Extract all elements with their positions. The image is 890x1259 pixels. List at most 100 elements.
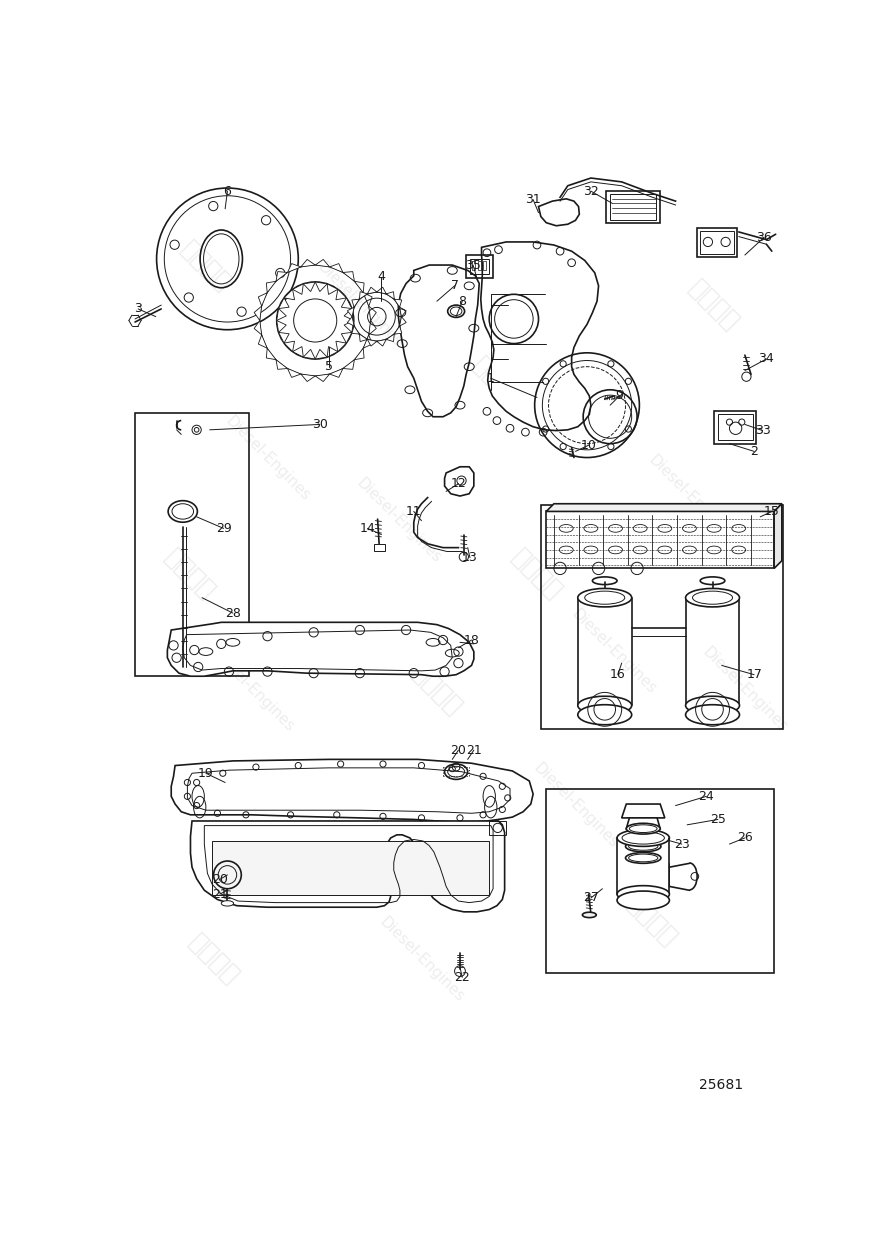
Text: 19: 19 (198, 767, 214, 779)
Polygon shape (368, 340, 376, 346)
Text: 28: 28 (225, 607, 241, 619)
Polygon shape (167, 622, 473, 676)
Polygon shape (368, 321, 376, 335)
Polygon shape (363, 293, 372, 306)
Polygon shape (352, 300, 360, 307)
Bar (374, 544, 385, 551)
Text: 4: 4 (377, 271, 385, 283)
Polygon shape (171, 759, 533, 822)
Bar (541, 505, 783, 729)
Text: 26: 26 (737, 831, 753, 845)
Polygon shape (360, 292, 368, 300)
Text: 紫发动力: 紫发动力 (408, 661, 466, 720)
Text: 18: 18 (464, 633, 480, 647)
Text: 7: 7 (450, 279, 458, 292)
Text: 33: 33 (755, 424, 771, 437)
Polygon shape (255, 306, 262, 321)
Polygon shape (352, 326, 360, 334)
Text: 31: 31 (525, 193, 541, 206)
Text: 17: 17 (746, 669, 762, 681)
Polygon shape (627, 818, 660, 828)
Text: 11: 11 (406, 505, 422, 517)
Bar (718, 414, 753, 439)
Polygon shape (376, 340, 386, 346)
Ellipse shape (685, 696, 740, 715)
Text: 30: 30 (312, 418, 328, 431)
Polygon shape (394, 300, 401, 307)
Text: 紫发动力: 紫发动力 (161, 545, 220, 604)
Text: Diesel-Engines: Diesel-Engines (376, 914, 466, 1005)
Polygon shape (386, 292, 394, 300)
Text: 紫发动力: 紫发动力 (315, 815, 374, 874)
Ellipse shape (685, 705, 740, 725)
Text: 16: 16 (610, 669, 626, 681)
Text: Diesel-Engines: Diesel-Engines (700, 645, 790, 735)
Bar (700, 232, 734, 254)
Text: 紫发动力: 紫发动力 (684, 276, 744, 335)
Text: Diesel-Engines: Diesel-Engines (353, 476, 444, 567)
Polygon shape (341, 298, 352, 308)
Polygon shape (336, 290, 346, 300)
Polygon shape (622, 805, 665, 818)
Polygon shape (400, 316, 406, 326)
Polygon shape (341, 332, 352, 344)
Text: Diesel-Engines: Diesel-Engines (206, 645, 297, 735)
Polygon shape (368, 306, 376, 321)
Text: 紫发动力: 紫发动力 (176, 237, 236, 296)
Polygon shape (255, 321, 262, 335)
Bar (473, 261, 475, 271)
Polygon shape (279, 298, 289, 308)
Polygon shape (546, 511, 774, 568)
Text: 21: 21 (466, 744, 481, 757)
Ellipse shape (617, 891, 669, 909)
Polygon shape (347, 316, 354, 326)
Bar (490, 821, 506, 835)
Polygon shape (774, 504, 781, 568)
Polygon shape (315, 282, 328, 292)
Text: 14: 14 (360, 522, 376, 535)
Text: 15: 15 (764, 505, 780, 517)
Polygon shape (266, 349, 276, 360)
Text: 32: 32 (583, 185, 599, 198)
Polygon shape (386, 334, 394, 341)
Text: 22: 22 (455, 971, 470, 983)
Polygon shape (315, 259, 329, 267)
Text: Diesel-Engines: Diesel-Engines (530, 760, 620, 851)
Text: 10: 10 (580, 438, 596, 452)
Bar (135, 413, 249, 676)
Polygon shape (546, 504, 781, 511)
Polygon shape (538, 199, 579, 225)
Ellipse shape (578, 588, 632, 607)
Bar (483, 261, 486, 271)
Text: 紫发动力: 紫发动力 (469, 353, 528, 412)
Bar (212, 841, 490, 895)
Polygon shape (287, 369, 301, 378)
Ellipse shape (685, 588, 740, 607)
Text: 13: 13 (462, 551, 478, 564)
Polygon shape (303, 282, 315, 292)
Text: 12: 12 (450, 477, 466, 490)
Text: 紫发动力: 紫发动力 (623, 891, 682, 951)
Polygon shape (343, 360, 354, 369)
Bar (478, 261, 481, 271)
Polygon shape (394, 326, 401, 334)
Bar (546, 788, 774, 973)
Polygon shape (445, 467, 473, 496)
Polygon shape (343, 272, 354, 281)
Polygon shape (329, 263, 343, 272)
Polygon shape (276, 360, 287, 369)
Polygon shape (399, 266, 479, 417)
Text: 9: 9 (615, 389, 623, 403)
Text: 25681: 25681 (699, 1078, 743, 1092)
Polygon shape (347, 307, 354, 316)
Text: 3: 3 (134, 302, 142, 316)
Text: 紫发动力: 紫发动力 (184, 930, 243, 990)
Polygon shape (277, 308, 287, 321)
Polygon shape (344, 308, 353, 321)
Text: 29: 29 (215, 522, 231, 535)
Polygon shape (266, 281, 276, 293)
Bar (611, 194, 656, 219)
Text: 20: 20 (450, 744, 466, 757)
Ellipse shape (578, 705, 632, 725)
Bar (714, 412, 756, 443)
